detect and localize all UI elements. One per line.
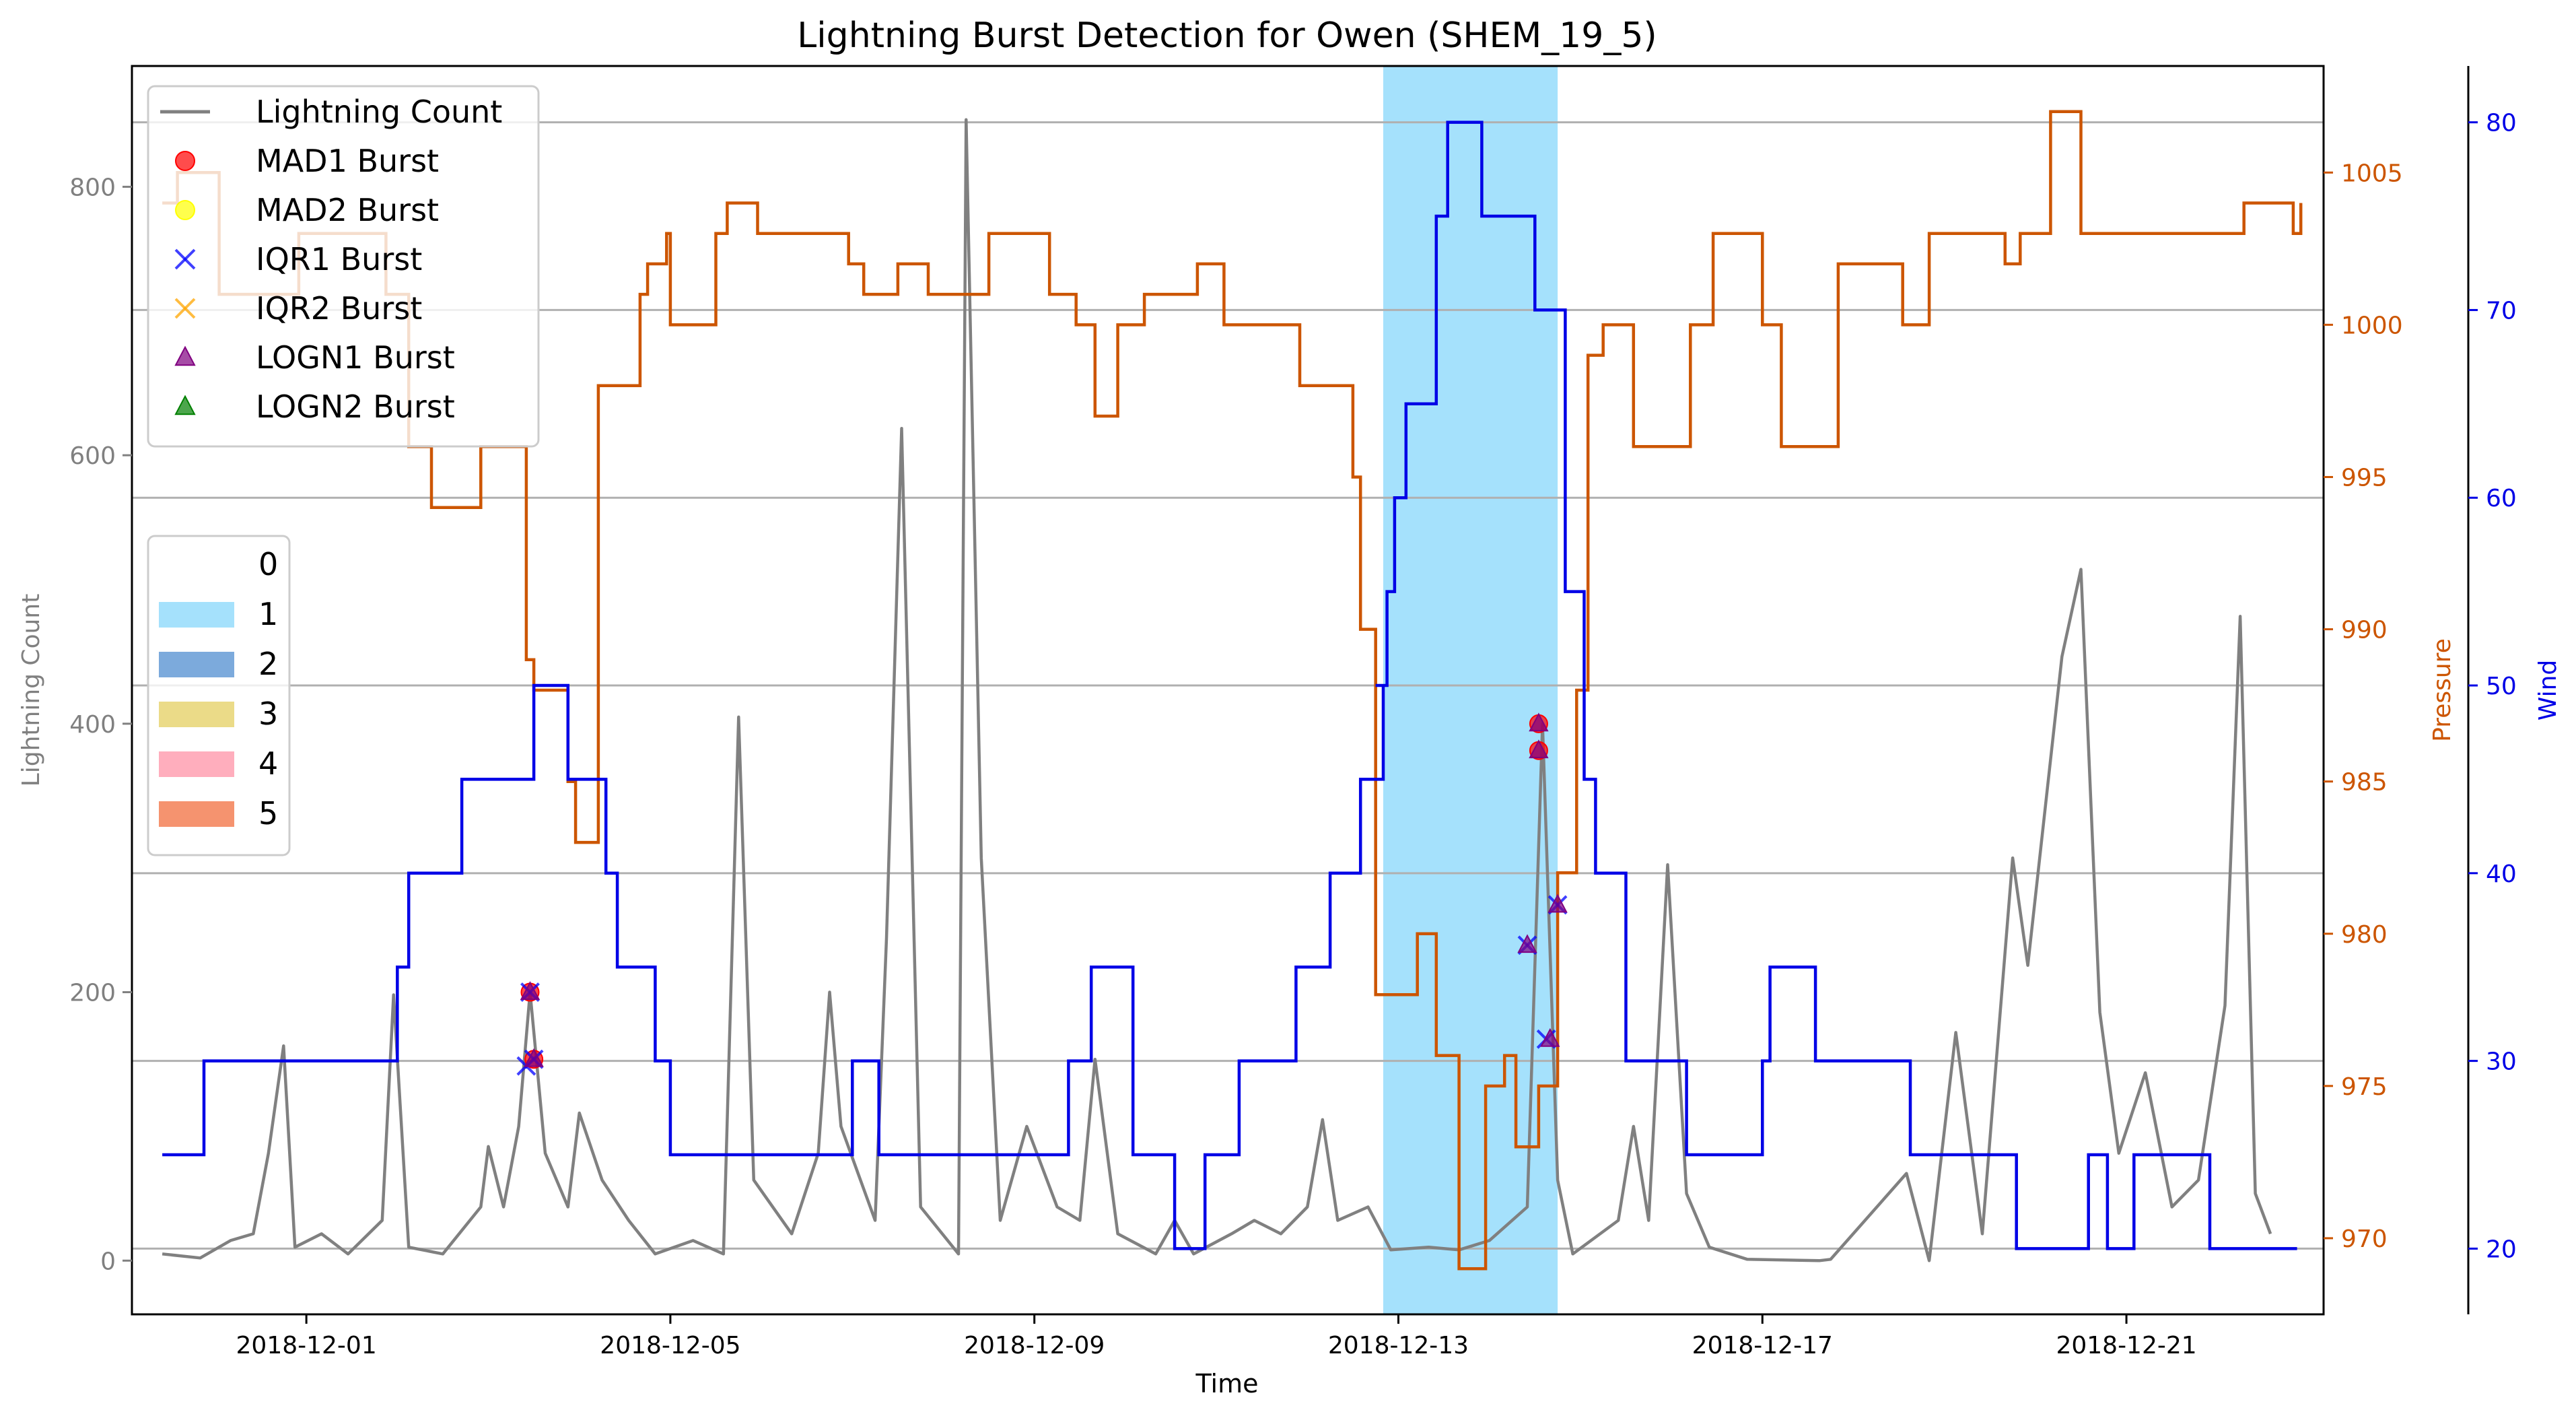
legend-category-label: 2 [258, 646, 278, 682]
legend-category-label: 3 [258, 696, 278, 732]
axes: 2018-12-01 2018-12-05 2018-12-09 2018-12-13… [18, 65, 2562, 1359]
left-tick-label: 400 [69, 711, 116, 739]
pressure-tick-label: 970 [2341, 1225, 2388, 1253]
logn1-burst-marker [1529, 739, 1549, 759]
logn1-burst-marker [1547, 894, 1568, 913]
lightning-series [162, 118, 2272, 1262]
logn1-burst-marker [524, 1048, 544, 1067]
left-tick-label: 600 [69, 442, 116, 470]
legend-series-label: LOGN2 Burst [256, 389, 455, 425]
pressure-line [162, 110, 2303, 1271]
legend-category-swatch [159, 552, 234, 578]
legend-marker-swatch [175, 200, 195, 220]
left-tick-label: 200 [69, 980, 116, 1007]
shaded-regions [1383, 66, 1558, 1314]
pressure-tick-label: 980 [2341, 921, 2388, 949]
left-tick-label: 800 [69, 174, 116, 201]
x-axis-label: Time [1195, 1369, 1259, 1398]
pressure-tick-label: 985 [2341, 769, 2388, 797]
wind-series [162, 121, 2297, 1250]
legend-category-swatch [159, 702, 234, 727]
pressure-tick-label: 1005 [2341, 160, 2403, 187]
legend-marker-swatch [175, 151, 195, 171]
legend-category-label: 4 [258, 745, 278, 782]
legend-category-label: 5 [258, 795, 278, 832]
logn1-burst-marker [1517, 934, 1537, 953]
legend-category-label: 1 [258, 596, 278, 632]
x-tick-label: 2018-12-13 [1328, 1332, 1469, 1359]
wind-tick-label: 30 [2486, 1048, 2517, 1076]
category-legend: 0 1 2 3 4 5 [147, 535, 291, 856]
legend-category-swatch [159, 751, 234, 777]
series-legend: Lightning Count MAD1 Burst MAD2 Burst IQR1 … [147, 85, 540, 448]
wind-tick-label: 50 [2486, 673, 2517, 700]
x-tick-label: 2018-12-01 [236, 1332, 377, 1359]
legend-series-label: Lightning Count [256, 94, 502, 130]
left-axis-label: Lightning Count [18, 594, 45, 787]
chart-title: Lightning Burst Detection for Owen (SHEM… [797, 15, 1657, 56]
shaded-region-1 [1383, 66, 1558, 1314]
x-tick-label: 2018-12-09 [964, 1332, 1105, 1359]
series-legend-box [147, 85, 540, 448]
legend-category-swatch [159, 652, 234, 677]
legend-category-swatch [159, 801, 234, 827]
pressure-axis-label: Pressure [2429, 638, 2456, 742]
left-tick-label: 0 [100, 1248, 116, 1275]
wind-tick-label: 80 [2486, 110, 2517, 137]
legend-marker-swatch [174, 298, 196, 319]
logn1-burst-marker [1540, 1027, 1560, 1047]
legend-marker-swatch-stroke [174, 298, 196, 319]
pressure-tick-label: 1000 [2341, 312, 2403, 339]
legend-marker-swatch [174, 395, 196, 415]
pressure-tick-label: 975 [2341, 1073, 2388, 1101]
legend-marker-swatch-stroke [174, 248, 196, 270]
legend-marker-swatch [174, 345, 196, 366]
wind-line [162, 121, 2297, 1250]
x-tick-label: 2018-12-05 [600, 1332, 740, 1359]
wind-tick-label: 70 [2486, 297, 2517, 325]
wind-axis-label: Wind [2534, 660, 2562, 720]
logn1-burst-marker [1529, 712, 1549, 732]
legend-marker-swatch [174, 248, 196, 270]
wind-tick-label: 60 [2486, 485, 2517, 512]
legend-series-label: LOGN1 Burst [256, 339, 455, 376]
wind-tick-label: 20 [2486, 1236, 2517, 1263]
pressure-series [162, 110, 2303, 1271]
logn1-burst-marker [520, 981, 541, 1000]
legend-series-label: MAD1 Burst [256, 143, 439, 179]
x-tick-label: 2018-12-21 [2056, 1332, 2196, 1359]
plot-frame [131, 65, 2325, 1316]
wind-tick-label: 40 [2486, 861, 2517, 888]
legend-category-swatch [159, 602, 234, 628]
legend-series-label: IQR2 Burst [256, 290, 422, 327]
pressure-tick-label: 995 [2341, 464, 2388, 492]
pressure-tick-label: 990 [2341, 617, 2388, 644]
lightning-line [162, 118, 2272, 1262]
legend-series-label: IQR1 Burst [256, 241, 422, 277]
legend-series-label: MAD2 Burst [256, 192, 439, 228]
x-tick-label: 2018-12-17 [1692, 1332, 1833, 1359]
legend-category-label: 0 [258, 546, 278, 582]
burst-markers [516, 712, 1568, 1076]
